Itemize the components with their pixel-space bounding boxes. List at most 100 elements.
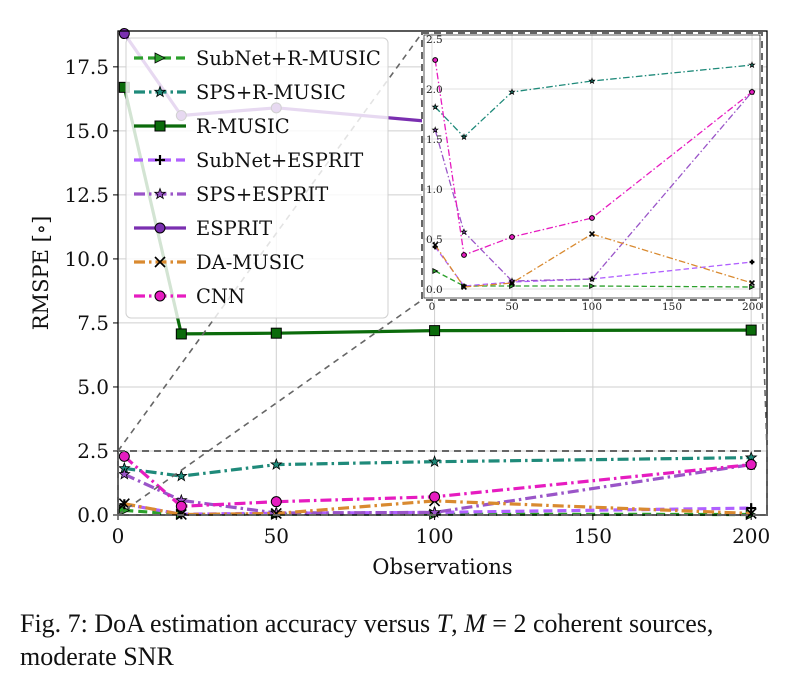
y-tick-label: 7.5 xyxy=(77,311,109,335)
inset-y-tick-label: 1.5 xyxy=(426,134,443,146)
legend-entry-sps-esprit: SPS+ESPRIT xyxy=(134,183,328,206)
zoom-region-box xyxy=(117,449,768,516)
x-tick-label: 50 xyxy=(264,524,289,548)
inset-series-cnn xyxy=(432,57,755,258)
inset-series-line-sps-esprit xyxy=(434,91,753,282)
legend-label: SubNet+ESPRIT xyxy=(196,149,363,172)
inset-data-point-sps-esprit xyxy=(460,228,468,236)
inset-x-tick-label: 50 xyxy=(505,301,518,313)
data-point-da-music xyxy=(745,507,757,520)
data-point-sps-r-music xyxy=(269,457,283,470)
inset-data-point-da-music xyxy=(461,284,467,290)
figure-caption: Fig. 7: DoA estimation accuracy versus T… xyxy=(20,607,785,673)
x-tick-label: 200 xyxy=(732,524,770,548)
data-point-subnet-esprit xyxy=(746,503,757,514)
legend: SubNet+R-MUSIC SPS+R-MUSIC R-MUSIC SubNet+E… xyxy=(125,37,389,319)
legend-entry-subnet-esprit: SubNet+ESPRIT xyxy=(134,149,363,172)
caption-variable-t: T xyxy=(436,609,452,638)
inset-series-sps-r-music xyxy=(431,61,756,141)
legend-marker xyxy=(154,256,166,268)
data-point-cnn xyxy=(118,450,130,462)
inset-series-da-music xyxy=(432,231,755,290)
inset-data-point-sps-r-music xyxy=(588,77,596,85)
inset-x-tick-label: 0 xyxy=(429,301,436,313)
inset-data-point-cnn xyxy=(509,234,515,240)
series-line-cnn xyxy=(123,455,752,508)
data-point-r-music xyxy=(745,324,757,336)
legend-entry-esprit: ESPRIT xyxy=(134,217,272,240)
legend-marker xyxy=(154,52,166,64)
data-point-r-music xyxy=(175,328,187,340)
legend-marker xyxy=(153,85,167,98)
inset-data-point-sps-esprit xyxy=(431,126,439,134)
legend-label: R-MUSIC xyxy=(196,115,290,138)
caption-rest: = 2 coherent sources, moderate SNR xyxy=(20,609,714,671)
y-axis-label: RMSPE [∘] xyxy=(29,216,53,331)
inset-data-point-cnn xyxy=(749,89,755,95)
x-tick-label: 0 xyxy=(112,524,125,548)
main-axis-ticks: 0 50 100 150 200 0.0 2.5 5.0 7.5 10.0 12.5 15.0 17.5 xyxy=(64,55,770,548)
inset-data-point-subnet-esprit xyxy=(749,259,755,265)
data-point-sps-r-music xyxy=(174,469,188,482)
legend-marker xyxy=(154,120,166,132)
caption-comma: , xyxy=(451,609,465,638)
y-tick-label: 10.0 xyxy=(64,247,109,271)
inset-x-tick-label: 150 xyxy=(662,301,682,313)
data-point-da-music xyxy=(270,507,282,520)
inset-y-tick-label: 0.0 xyxy=(426,284,443,296)
data-point-da-music xyxy=(118,498,130,510)
inset-data-point-cnn xyxy=(461,252,467,258)
data-point-r-music xyxy=(270,327,282,339)
inset-data-point-sps-r-music xyxy=(748,61,756,69)
zoom-guide-line xyxy=(117,299,423,516)
legend-label: SPS+ESPRIT xyxy=(196,183,328,206)
caption-prefix: Fig. 7: DoA estimation accuracy versus xyxy=(20,609,437,638)
legend-marker xyxy=(153,187,167,200)
y-tick-label: 5.0 xyxy=(77,375,109,399)
legend-marker xyxy=(154,222,166,234)
inset-data-point-da-music xyxy=(749,280,755,286)
inset-frame xyxy=(421,32,763,301)
data-point-cnn xyxy=(429,491,441,503)
data-point-cnn xyxy=(175,500,187,512)
y-tick-label: 0.0 xyxy=(77,503,109,527)
legend-label: SubNet+R-MUSIC xyxy=(196,47,381,70)
legend-label: SPS+R-MUSIC xyxy=(196,81,346,104)
data-point-r-music xyxy=(429,325,441,337)
y-tick-label: 17.5 xyxy=(64,55,109,79)
x-axis-label: Observations xyxy=(372,555,512,579)
legend-label: CNN xyxy=(196,285,245,308)
inset-y-tick-label: 0.5 xyxy=(426,234,443,246)
data-point-sps-esprit xyxy=(117,467,131,480)
inset-y-tick-label: 1.0 xyxy=(426,184,443,196)
x-tick-label: 150 xyxy=(574,524,612,548)
inset-data-point-sps-r-music xyxy=(431,103,439,111)
x-tick-label: 100 xyxy=(415,524,453,548)
legend-label: ESPRIT xyxy=(196,217,272,240)
inset-x-tick-label: 100 xyxy=(582,301,602,313)
legend-label: DA-MUSIC xyxy=(196,251,305,274)
inset-data-point-da-music xyxy=(432,242,439,248)
inset-data-point-cnn xyxy=(432,57,439,63)
series-sps-r-music xyxy=(117,450,758,482)
inset-y-tick-label: 2.0 xyxy=(426,84,443,96)
legend-marker xyxy=(154,290,166,302)
inset-data-point-da-music xyxy=(509,280,515,286)
y-tick-label: 12.5 xyxy=(64,183,109,207)
figure-canvas: 0 50 100 150 200 0.0 2.5 5.0 7.5 10.0 12.5 15.0 17.5… xyxy=(29,28,770,579)
inset-data-point-da-music xyxy=(589,231,595,237)
legend-box xyxy=(125,37,389,319)
inset-y-tick-label: 2.5 xyxy=(426,34,443,46)
inset-data-point-subnet-r-music xyxy=(432,267,439,275)
inset-data-point-sps-esprit xyxy=(588,275,596,283)
legend-entry-da-music: DA-MUSIC xyxy=(134,251,305,274)
y-tick-label: 2.5 xyxy=(77,439,109,463)
legend-entry-cnn: CNN xyxy=(134,285,245,308)
inset-zoom-plot: 0 50 100 150 200 0.0 0.5 1.0 1.5 2.0 2.5 xyxy=(421,32,763,313)
inset-x-tick-label: 200 xyxy=(742,301,762,313)
zoom-guide-line xyxy=(761,299,768,452)
inset-series-subnet-r-music xyxy=(432,267,756,291)
inset-axes-box xyxy=(423,34,761,299)
data-point-cnn xyxy=(270,496,282,508)
inset-series-line-da-music xyxy=(434,233,753,288)
